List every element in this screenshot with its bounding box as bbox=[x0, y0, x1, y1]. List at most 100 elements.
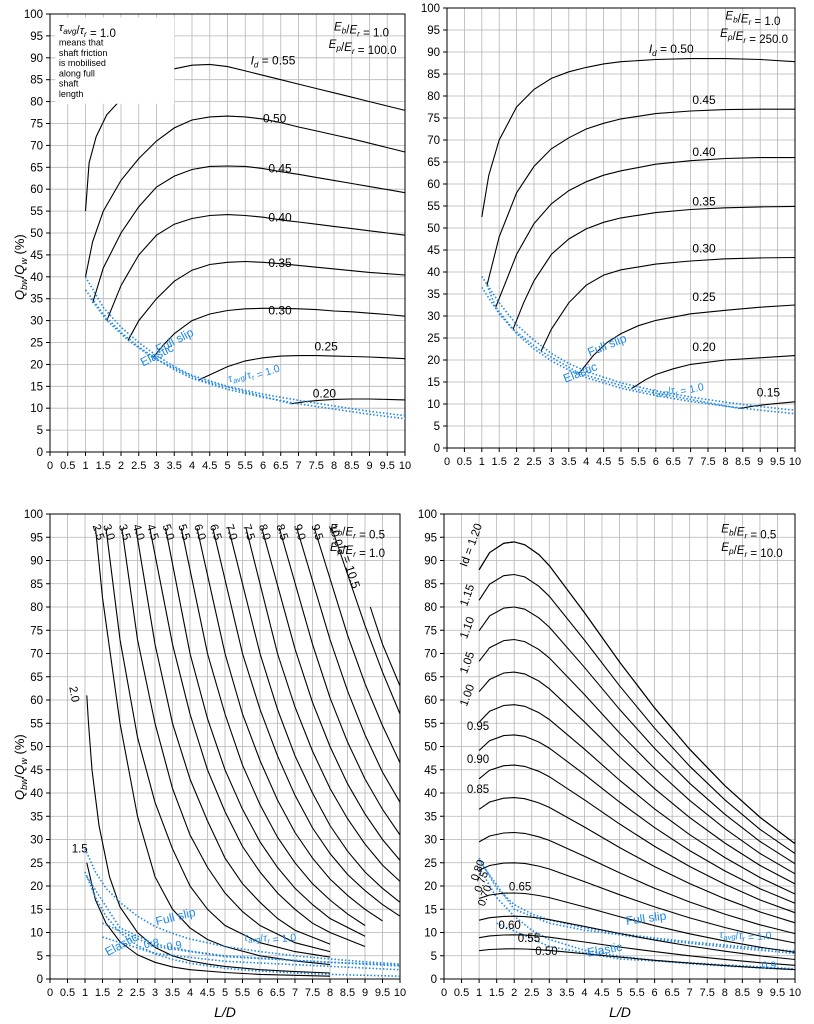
y-tick-label: 90 bbox=[424, 556, 437, 568]
elastic-label: Elastic bbox=[103, 930, 141, 959]
boundary-line bbox=[90, 298, 292, 405]
y-tick-label: 55 bbox=[427, 201, 440, 213]
y-tick-label: 25 bbox=[427, 333, 440, 345]
x-tick-label: 5 bbox=[618, 456, 624, 468]
x-tick-label: 9 bbox=[362, 987, 368, 999]
series-line bbox=[479, 948, 796, 971]
boundary-line bbox=[486, 284, 740, 410]
x-tick-label: 2 bbox=[117, 987, 123, 999]
y-tick-label: 30 bbox=[427, 311, 440, 323]
y-tick-label: 95 bbox=[424, 532, 437, 544]
x-tick-label: 7.5 bbox=[309, 460, 324, 472]
series-line bbox=[227, 527, 401, 903]
series-line bbox=[478, 831, 796, 935]
x-tick-label: 4 bbox=[187, 987, 193, 999]
curve-label: 0.45 bbox=[692, 93, 716, 107]
y-tick-label: 80 bbox=[424, 602, 437, 614]
curve-label: 4.5 bbox=[144, 523, 160, 542]
series-line bbox=[478, 573, 796, 855]
curve-label: 0.65 bbox=[509, 882, 531, 894]
x-tick-label: 4 bbox=[583, 456, 589, 468]
param-ep-er: Ep/Er = 250.0 bbox=[720, 28, 788, 46]
y-tick-label: 50 bbox=[424, 742, 437, 754]
curve-label: 0.20 bbox=[692, 340, 716, 354]
series-line bbox=[478, 797, 796, 924]
x-tick-label: 2.5 bbox=[526, 456, 541, 468]
series-line bbox=[478, 915, 796, 961]
tau-ratio-label: τavg/τr = 1.0 bbox=[243, 926, 297, 949]
x-tick-label: 5.5 bbox=[629, 987, 644, 999]
series-line bbox=[578, 304, 796, 374]
series-line bbox=[540, 256, 796, 352]
curve-label: 0.15 bbox=[757, 386, 781, 400]
x-axis-label: L/D bbox=[609, 1004, 631, 1020]
y-tick-label: 15 bbox=[30, 904, 43, 916]
y-tick-label: 30 bbox=[424, 835, 437, 847]
x-tick-label: 4 bbox=[189, 460, 195, 472]
x-tick-label: 8.5 bbox=[344, 460, 359, 472]
y-tick-label: 50 bbox=[30, 228, 43, 240]
boundary-line bbox=[478, 866, 796, 971]
y-tick-label: 100 bbox=[418, 509, 437, 521]
series-line bbox=[631, 355, 796, 390]
grid bbox=[443, 513, 796, 980]
y-tick-label: 25 bbox=[30, 858, 43, 870]
x-tick-label: 8 bbox=[331, 460, 337, 472]
tau-ratio-label: τavg/τr = 1.0 bbox=[719, 925, 773, 947]
y-tick-label: 75 bbox=[427, 113, 440, 125]
y-tick-label: 35 bbox=[30, 294, 43, 306]
x-tick-label: 0 bbox=[444, 456, 450, 468]
curve-label: 0.25 bbox=[692, 290, 716, 304]
y-tick-label: 100 bbox=[24, 509, 43, 521]
elastic-label: Elastic bbox=[586, 940, 623, 960]
series-line bbox=[291, 398, 406, 405]
y-tick-label: 45 bbox=[30, 765, 43, 777]
series-line bbox=[105, 527, 331, 958]
y-tick-label: 50 bbox=[30, 742, 43, 754]
chart-panel-bottom-left: 0 0.5 1 1.5 2 2.5 3 3.5 4 4.5 5 5.5 6 6.5 7 7.5 8 8.5 9 9.5… bbox=[12, 509, 406, 1020]
x-tick-label: 7 bbox=[688, 456, 694, 468]
x-tick-label: 6 bbox=[653, 456, 659, 468]
x-tick-label: 3.5 bbox=[561, 456, 576, 468]
y-tick-label: 5 bbox=[434, 421, 440, 433]
series-line bbox=[86, 695, 331, 974]
x-tick-label: 1 bbox=[82, 460, 88, 472]
series-line bbox=[121, 527, 331, 953]
note-box bbox=[55, 17, 175, 104]
y-tick-label: 45 bbox=[424, 765, 437, 777]
x-tick-label: 6.5 bbox=[270, 987, 285, 999]
full-slip-label: Full slip bbox=[625, 908, 668, 928]
x-tick-label: 4.5 bbox=[202, 460, 217, 472]
x-tick-label: 1 bbox=[479, 456, 485, 468]
y-tick-label: 35 bbox=[427, 289, 440, 301]
y-tick-label: 60 bbox=[30, 184, 43, 196]
x-tick-label: 0.5 bbox=[454, 987, 469, 999]
x-tick-label: 4 bbox=[581, 987, 587, 999]
x-tick-label: 9.5 bbox=[375, 987, 390, 999]
y-tick-label: 65 bbox=[427, 157, 440, 169]
x-tick-label: 4.5 bbox=[200, 987, 215, 999]
x-tick-label: 2.5 bbox=[130, 987, 145, 999]
y-tick-label: 5 bbox=[431, 951, 437, 963]
y-tick-label: 15 bbox=[427, 377, 440, 389]
curve-label: 0.30 bbox=[268, 303, 292, 317]
x-tick-label: 0.5 bbox=[60, 460, 75, 472]
param-eb-er: Eb/Er = 0.5 bbox=[330, 524, 385, 542]
y-tick-label: 95 bbox=[427, 25, 440, 37]
x-tick-label: 5.5 bbox=[631, 456, 646, 468]
curve-label: 0.40 bbox=[268, 211, 292, 225]
y-tick-label: 85 bbox=[30, 75, 43, 87]
curve-label: 7.5 bbox=[240, 523, 256, 542]
x-tick-label: 7.5 bbox=[700, 987, 715, 999]
x-tick-label: 3.5 bbox=[165, 987, 180, 999]
series-line bbox=[196, 527, 383, 922]
x-tick-label: 0.5 bbox=[60, 987, 75, 999]
x-tick-label: 10 bbox=[394, 987, 406, 999]
x-tick-label: 2.5 bbox=[524, 987, 539, 999]
y-tick-label: 65 bbox=[30, 672, 43, 684]
series-line bbox=[478, 892, 796, 953]
x-tick-label: 0 bbox=[47, 987, 53, 999]
boundary-line bbox=[84, 848, 401, 965]
series-line bbox=[331, 527, 401, 715]
y-tick-label: 55 bbox=[30, 206, 43, 218]
